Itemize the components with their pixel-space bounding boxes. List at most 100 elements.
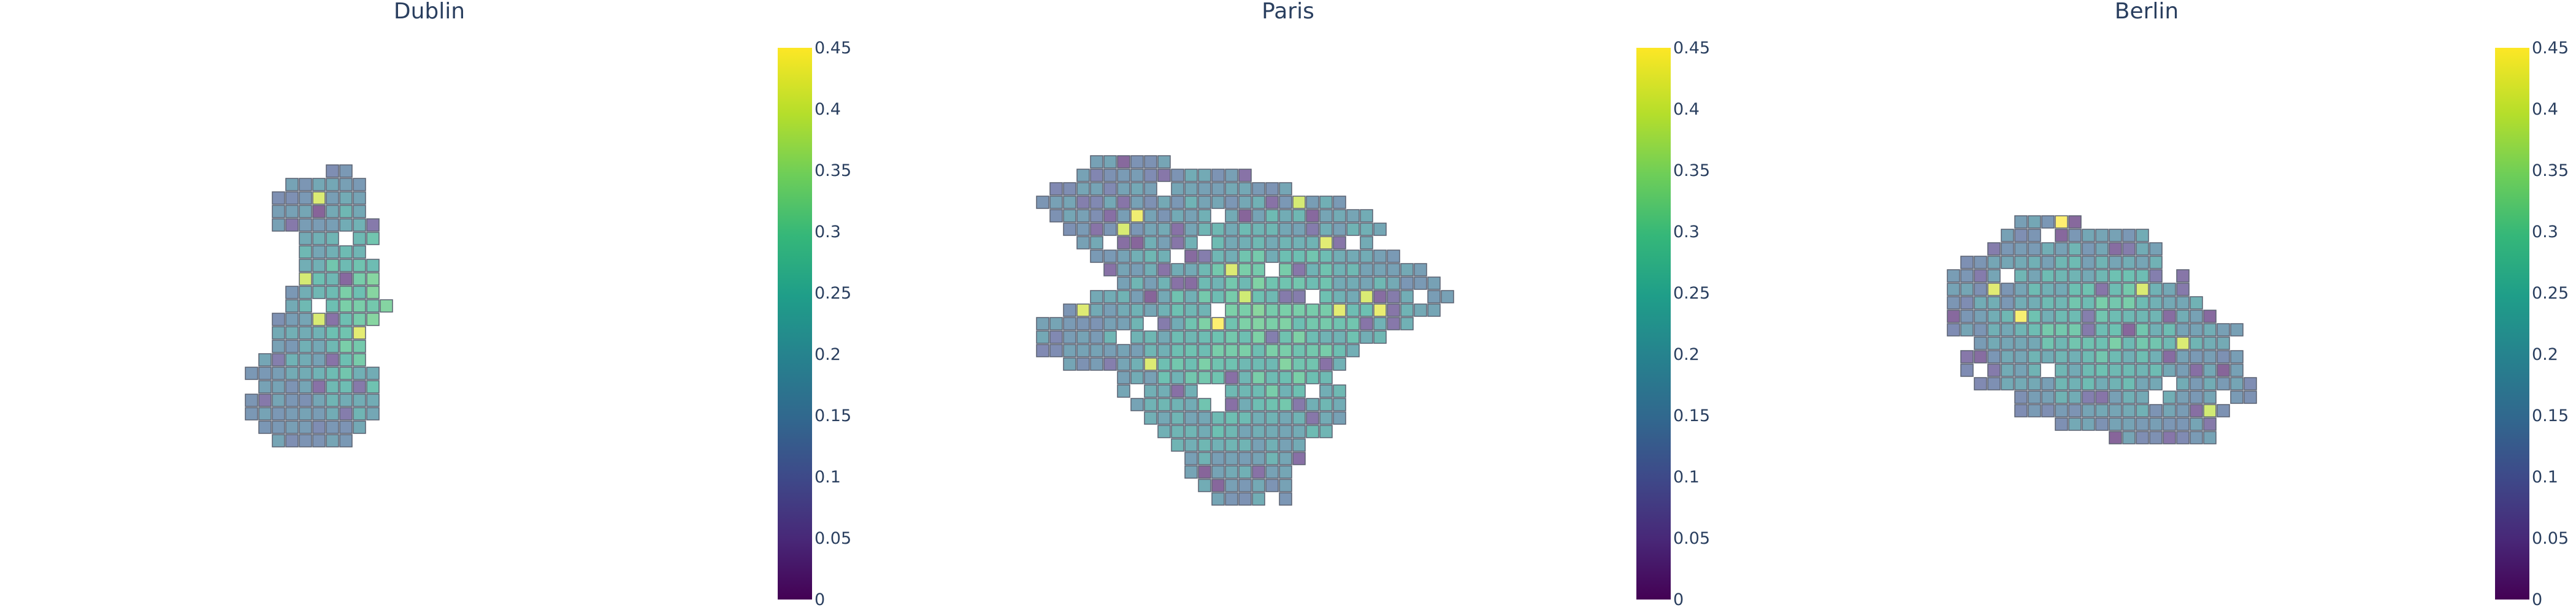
heatmap-cell — [1144, 236, 1157, 249]
heatmap-cell — [1252, 209, 1265, 223]
colorbar-tick-label: 0.05 — [2532, 529, 2569, 548]
heatmap-cell — [1049, 182, 1063, 196]
heatmap-cell — [1974, 310, 1987, 323]
heatmap-cell — [2176, 269, 2190, 283]
heatmap-cell — [2122, 364, 2136, 377]
colorbar-tick-label: 0.35 — [1673, 161, 1710, 180]
colorbar-tick-label: 0 — [815, 590, 825, 609]
heatmap-cell — [1292, 317, 1306, 330]
heatmap-cell — [326, 353, 339, 367]
heatmap-cell — [1211, 357, 1225, 371]
heatmap-cell — [1063, 344, 1076, 357]
heatmap-cell — [1157, 371, 1171, 384]
heatmap-cell — [1130, 209, 1144, 223]
heatmap-cell — [1252, 384, 1265, 398]
heatmap-cell — [1198, 357, 1211, 371]
heatmap-cell — [1063, 357, 1076, 371]
heatmap-cell — [1103, 303, 1117, 317]
heatmap-cell — [353, 299, 366, 313]
heatmap-cell — [1238, 438, 1252, 452]
heatmap-cell — [353, 286, 366, 299]
heatmap-cell — [1265, 384, 1279, 398]
heatmap-cell — [339, 367, 353, 380]
heatmap-cell — [1090, 155, 1103, 169]
heatmap-cell — [1292, 290, 1306, 303]
heatmap-cell — [2149, 377, 2163, 390]
heatmap-cell — [1198, 196, 1211, 209]
heatmap-cell — [1144, 169, 1157, 182]
heatmap-cell — [2122, 404, 2136, 417]
heatmap-cell — [1387, 249, 1400, 263]
colorbar-tick-label: 0.1 — [815, 468, 841, 487]
heatmap-cell — [245, 367, 258, 380]
heatmap-cell — [1171, 317, 1184, 330]
heatmap-cell — [1049, 330, 1063, 344]
heatmap-cell — [1157, 276, 1171, 290]
heatmap-cell — [1265, 209, 1279, 223]
heatmap-cell — [1225, 182, 1238, 196]
heatmap-cell — [1198, 425, 1211, 438]
heatmap-cell — [1198, 465, 1211, 479]
heatmap-cell — [1184, 452, 1198, 465]
heatmap-cell — [2055, 242, 2068, 256]
heatmap-cell — [272, 313, 285, 326]
heatmap-cell — [2028, 390, 2041, 404]
heatmap-cell — [1238, 452, 1252, 465]
heatmap-cell — [339, 421, 353, 434]
heatmap-cell — [1265, 317, 1279, 330]
heatmap-cell — [1333, 223, 1346, 236]
heatmap-cell — [1238, 196, 1252, 209]
heatmap-cell — [1292, 371, 1306, 384]
heatmap-cell — [1184, 263, 1198, 276]
heatmap-cell — [1103, 209, 1117, 223]
heatmap-cell — [1400, 290, 1414, 303]
panel-title-berlin: Berlin — [2115, 0, 2179, 24]
heatmap-cell — [1265, 249, 1279, 263]
heatmap-cell — [2203, 364, 2217, 377]
colorbar-tick-label: 0.1 — [1673, 468, 1700, 487]
heatmap-cell — [1090, 169, 1103, 182]
heatmap-cell — [2203, 390, 2217, 404]
heatmap-cell — [1333, 276, 1346, 290]
heatmap-cell — [1346, 344, 1360, 357]
heatmap-cell — [366, 218, 380, 232]
heatmap-cell — [1157, 209, 1171, 223]
heatmap-cell — [1360, 290, 1373, 303]
heatmap-cell — [1144, 155, 1157, 169]
heatmap-cell — [1157, 263, 1171, 276]
heatmap-cell — [2055, 283, 2068, 296]
heatmap-cell — [1211, 196, 1225, 209]
heatmap-cell — [2028, 215, 2041, 229]
heatmap-cell — [366, 272, 380, 286]
heatmap-cell — [258, 380, 272, 394]
heatmap-cell — [1103, 223, 1117, 236]
heatmap-cell — [285, 218, 299, 232]
heatmap-cell — [2041, 404, 2055, 417]
heatmap-cell — [2230, 323, 2244, 337]
heatmap-cell — [299, 380, 312, 394]
heatmap-cell — [1117, 196, 1130, 209]
heatmap-cell — [2122, 350, 2136, 364]
heatmap-cell — [1252, 371, 1265, 384]
heatmap-cell — [1987, 364, 2001, 377]
heatmap-cell — [1333, 290, 1346, 303]
colorbar-tick-label: 0.3 — [1673, 223, 1700, 242]
heatmap-cell — [272, 367, 285, 380]
heatmap-cell — [366, 313, 380, 326]
heatmap-cell — [2149, 296, 2163, 310]
heatmap-cell — [1279, 411, 1292, 425]
heatmap-cell — [2068, 337, 2082, 350]
heatmap-cell — [1117, 155, 1130, 169]
heatmap-cell — [2095, 269, 2109, 283]
heatmap-cell — [1184, 223, 1198, 236]
heatmap-cell — [258, 367, 272, 380]
heatmap-cell — [1198, 209, 1211, 223]
heatmap-cell — [1144, 182, 1157, 196]
heatmap-cell — [299, 421, 312, 434]
heatmap-cell — [2082, 390, 2095, 404]
heatmap-cell — [285, 421, 299, 434]
colorbar-berlin — [2495, 48, 2529, 600]
heatmap-cell — [285, 367, 299, 380]
heatmap-cell — [1360, 276, 1373, 290]
